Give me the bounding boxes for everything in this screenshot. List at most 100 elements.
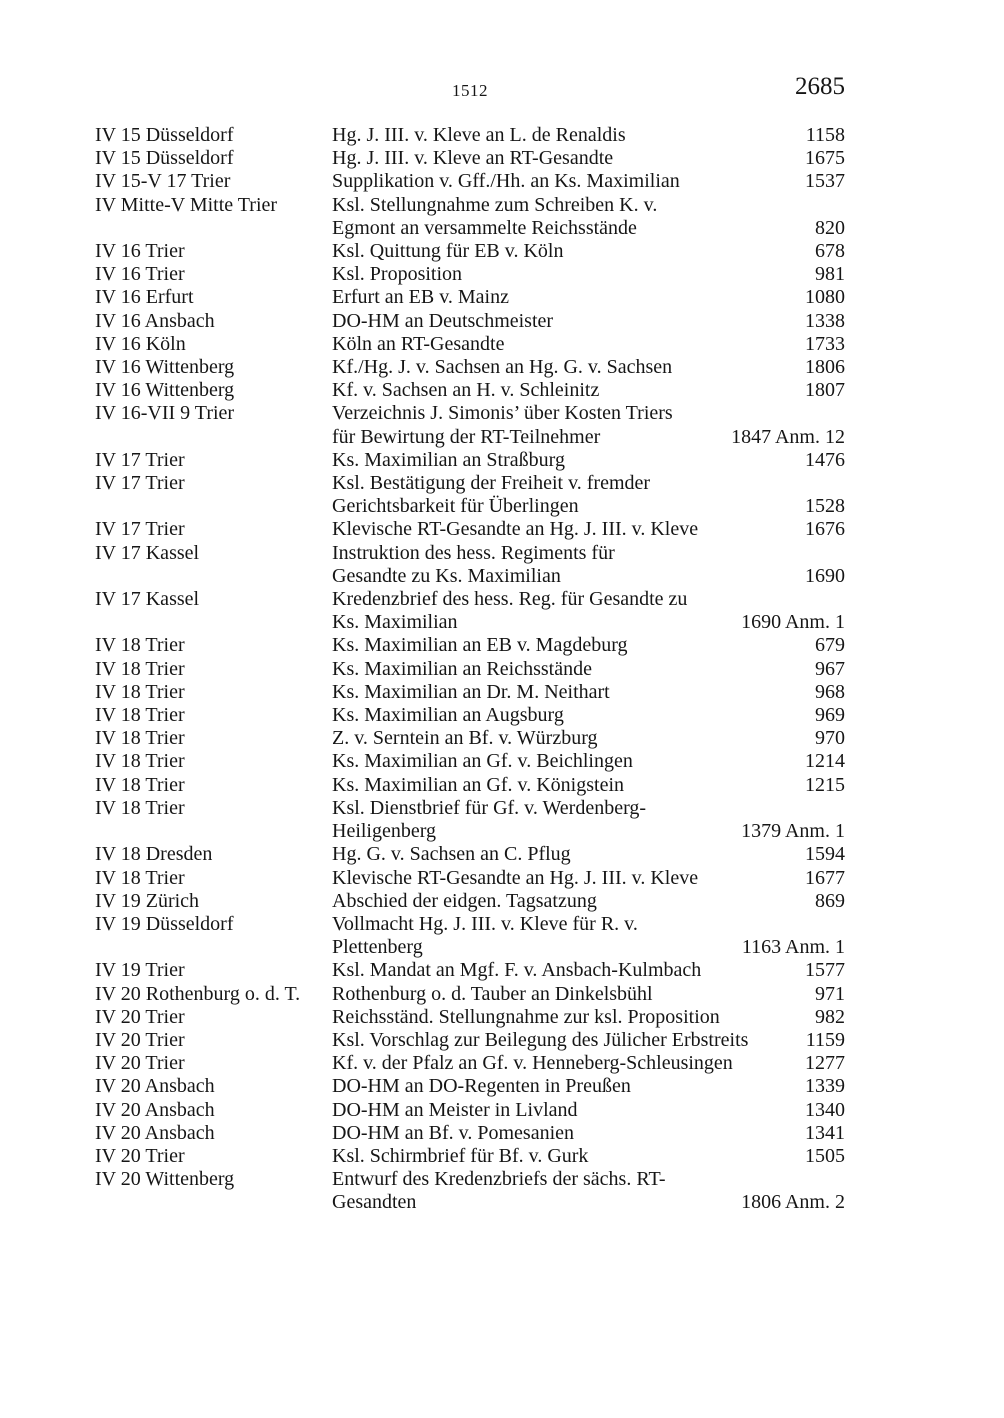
entry-date-place: IV 17 Kassel (95, 541, 200, 564)
entry-date-place: IV 19 Trier (95, 959, 185, 982)
entry-description: für Bewirtung der RT-Teilnehmer (332, 425, 601, 448)
entry-date-place: IV 20 Trier (95, 1144, 185, 1167)
entry-page-ref: 1677 (805, 866, 845, 889)
entry-page-ref: 1733 (805, 332, 845, 355)
entry-description: Verzeichnis J. Simonis’ über Kosten Trie… (332, 402, 673, 425)
entry-description: Köln an RT-Gesandte (332, 332, 505, 355)
entry-page-ref: 678 (815, 240, 845, 263)
entry-date-place: IV 19 Zürich (95, 889, 200, 912)
entry-page-ref: 1675 (805, 147, 845, 170)
table-row: IV 17 Trier Ks. Maximilian an Straßburg … (95, 449, 845, 472)
entry-date-place: IV 19 Düsseldorf (95, 912, 234, 935)
entry-page-ref: 1577 (805, 959, 845, 982)
table-row: IV 17 Trier Ksl. Bestätigung der Freihei… (95, 472, 845, 495)
entry-description: Klevische RT-Gesandte an Hg. J. III. v. … (332, 518, 699, 541)
entry-page-ref: 971 (815, 982, 845, 1005)
entry-date-place: IV 16 Ansbach (95, 309, 215, 332)
entry-date-place: IV 16 Trier (95, 263, 185, 286)
table-row: Plettenberg 1163 Anm. 1 (95, 936, 845, 959)
entry-description: Hg. J. III. v. Kleve an L. de Renaldis (332, 124, 626, 146)
entry-page-ref: 1163 Anm. 1 (741, 936, 845, 959)
entry-page-ref: 1690 (805, 564, 845, 587)
entry-description: Ksl. Stellungnahme zum Schreiben K. v. (332, 193, 658, 216)
entry-description: Gerichtsbarkeit für Überlingen (332, 495, 579, 518)
entry-page-ref: 970 (815, 727, 845, 750)
page-header: 1512 2685 (95, 73, 845, 106)
entry-description: Ks. Maximilian an Gf. v. Beichlingen (332, 750, 633, 773)
entry-description: Reichsständ. Stellungnahme zur ksl. Prop… (332, 1005, 720, 1028)
entry-description: Ksl. Dienstbrief für Gf. v. Werdenberg- (332, 796, 647, 819)
entry-description: Ks. Maximilian an Straßburg (332, 448, 565, 471)
entry-description: DO-HM an DO-Regenten in Preußen (332, 1075, 631, 1098)
entry-page-ref: 1807 (805, 379, 845, 402)
entry-description: Hg. J. III. v. Kleve an RT-Gesandte (332, 147, 614, 170)
table-row: IV 18 Trier Klevische RT-Gesandte an Hg.… (95, 867, 845, 890)
entry-date-place: IV 20 Trier (95, 1005, 185, 1028)
table-row: IV 20 Trier Ksl. Vorschlag zur Beilegung… (95, 1029, 845, 1052)
entry-description: Kf./Hg. J. v. Sachsen an Hg. G. v. Sachs… (332, 356, 673, 379)
entry-date-place: IV 18 Trier (95, 680, 185, 703)
table-row: IV 19 Düsseldorf Vollmacht Hg. J. III. v… (95, 913, 845, 936)
entry-page-ref: 1594 (805, 843, 845, 866)
entry-page-ref: 968 (815, 680, 845, 703)
table-row: IV 20 Ansbach DO-HM an Meister in Livlan… (95, 1099, 845, 1122)
table-row: Egmont an versammelte Reichsstände 820 (95, 217, 845, 240)
entry-date-place: IV 20 Trier (95, 1052, 185, 1075)
entry-description: Ksl. Quittung für EB v. Köln (332, 240, 564, 263)
entry-page-ref: 1676 (805, 518, 845, 541)
entry-date-place: IV 18 Trier (95, 657, 185, 680)
table-row: IV 19 Zürich Abschied der eidgen. Tagsat… (95, 890, 845, 913)
table-row: Gesandte zu Ks. Maximilian 1690 (95, 565, 845, 588)
entry-page-ref: 1339 (805, 1075, 845, 1098)
entry-description: Abschied der eidgen. Tagsatzung (332, 889, 597, 912)
table-row: Gesandten 1806 Anm. 2 (95, 1191, 845, 1214)
entry-page-ref: 869 (815, 889, 845, 912)
entry-date-place: IV 18 Trier (95, 866, 185, 889)
entry-page-ref: 679 (815, 634, 845, 657)
table-row: IV 18 Trier Ks. Maximilian an Dr. M. Nei… (95, 681, 845, 704)
entry-date-place: IV 16 Wittenberg (95, 379, 235, 402)
running-head-year: 1512 (452, 81, 488, 100)
entry-description: Kredenzbrief des hess. Reg. für Gesandte… (332, 588, 688, 611)
table-row: IV 20 Trier Ksl. Schirmbrief für Bf. v. … (95, 1145, 845, 1168)
entry-page-ref: 820 (815, 216, 845, 239)
table-row: IV 15 Düsseldorf Hg. J. III. v. Kleve an… (95, 124, 845, 147)
entry-date-place: IV 16-VII 9 Trier (95, 402, 235, 425)
entry-date-place: IV 18 Trier (95, 727, 185, 750)
entry-description: Erfurt an EB v. Mainz (332, 286, 509, 309)
entry-date-place: IV 17 Trier (95, 518, 185, 541)
table-row: IV 20 Trier Kf. v. der Pfalz an Gf. v. H… (95, 1052, 845, 1075)
entry-page-ref: 967 (815, 657, 845, 680)
entry-date-place: IV 17 Trier (95, 448, 185, 471)
table-row: IV 17 Kassel Instruktion des hess. Regim… (95, 542, 845, 565)
entry-description: Hg. G. v. Sachsen an C. Pflug (332, 843, 571, 866)
entry-date-place: IV 20 Ansbach (95, 1098, 215, 1121)
entry-page-ref: 1806 Anm. 2 (741, 1191, 845, 1214)
table-row: IV 18 Dresden Hg. G. v. Sachsen an C. Pf… (95, 843, 845, 866)
entry-date-place: IV 16 Erfurt (95, 286, 194, 309)
entry-date-place: IV 20 Trier (95, 1028, 185, 1051)
table-row: IV 18 Trier Ks. Maximilian an Reichsstän… (95, 658, 845, 681)
entry-page-ref: 969 (815, 704, 845, 727)
entry-date-place: IV 15 Düsseldorf (95, 147, 234, 170)
table-row: IV 15 Düsseldorf Hg. J. III. v. Kleve an… (95, 147, 845, 170)
entry-description: Ks. Maximilian an EB v. Magdeburg (332, 634, 628, 657)
entry-date-place: IV 17 Trier (95, 472, 185, 495)
table-row: IV 15-V 17 Trier Supplikation v. Gff./Hh… (95, 170, 845, 193)
entry-description: Ks. Maximilian an Augsburg (332, 704, 564, 727)
entry-description: Supplikation v. Gff./Hh. an Ks. Maximili… (332, 170, 680, 193)
entry-date-place: IV 16 Trier (95, 240, 185, 263)
table-row: IV 20 Trier Reichsständ. Stellungnahme z… (95, 1006, 845, 1029)
table-row: IV 20 Ansbach DO-HM an Bf. v. Pomesanien… (95, 1122, 845, 1145)
entry-description: Entwurf des Kredenzbriefs der sächs. RT- (332, 1168, 666, 1191)
entry-description: Ks. Maximilian (332, 611, 458, 634)
entry-date-place: IV 16 Wittenberg (95, 356, 235, 379)
table-row: IV 18 Trier Ks. Maximilian an EB v. Magd… (95, 634, 845, 657)
entry-description: Kf. v. der Pfalz an Gf. v. Henneberg-Sch… (332, 1052, 733, 1075)
entry-page-ref: 1215 (805, 773, 845, 796)
entry-page-ref: 1341 (805, 1121, 845, 1144)
entry-description: Gesandten (332, 1191, 417, 1214)
table-row: IV 20 Ansbach DO-HM an DO-Regenten in Pr… (95, 1075, 845, 1098)
entry-page-ref: 1080 (805, 286, 845, 309)
table-row: für Bewirtung der RT-Teilnehmer 1847 Anm… (95, 426, 845, 449)
